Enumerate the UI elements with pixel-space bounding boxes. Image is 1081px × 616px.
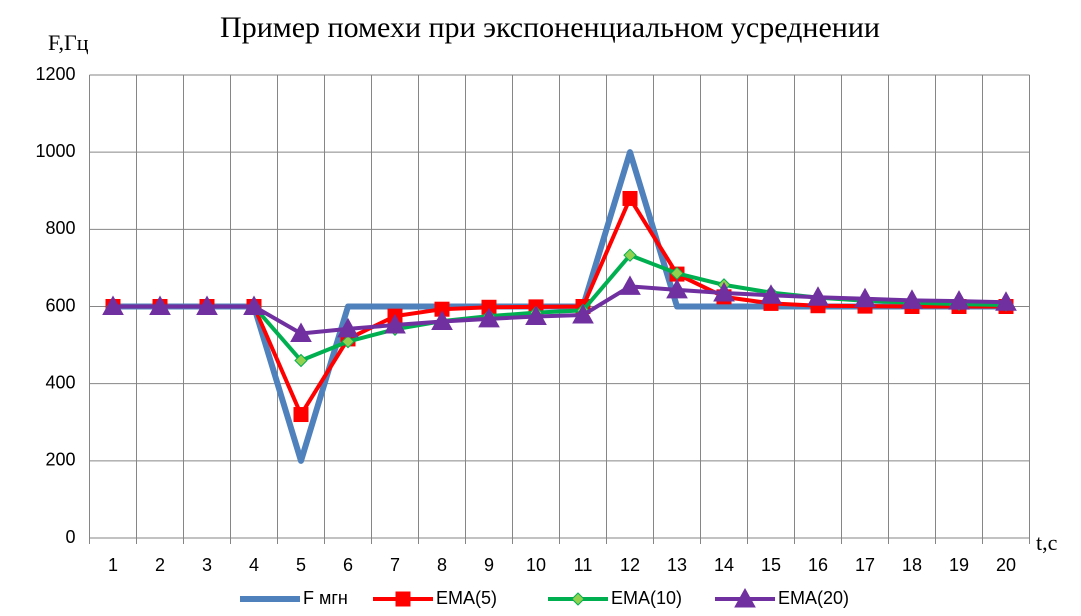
marker (196, 295, 218, 315)
y-axis-label: F,Гц (48, 30, 89, 55)
marker (149, 295, 171, 315)
x-tick-label: 16 (808, 555, 828, 575)
marker (948, 290, 970, 310)
marker (337, 317, 359, 338)
x-tick-label: 6 (343, 555, 353, 575)
x-tick-label: 7 (390, 555, 400, 575)
y-tick-label: 400 (45, 372, 75, 392)
marker (760, 284, 782, 304)
x-tick-label: 5 (296, 555, 306, 575)
marker (525, 305, 547, 326)
marker (102, 295, 124, 315)
x-tick-label: 19 (949, 555, 969, 575)
x-tick-label: 17 (855, 555, 875, 575)
y-tick-label: 800 (45, 218, 75, 238)
marker (901, 289, 923, 309)
x-tick-label: 1 (108, 555, 118, 575)
x-tick-label: 9 (484, 555, 494, 575)
marker (431, 310, 453, 331)
x-axis-label: t,c (1036, 530, 1058, 555)
marker (384, 313, 406, 334)
marker (572, 303, 594, 324)
x-tick-label: 20 (996, 555, 1016, 575)
marker (341, 334, 355, 349)
marker (290, 322, 312, 343)
marker (713, 281, 735, 302)
marker (478, 307, 500, 328)
x-tick-label: 4 (249, 555, 259, 575)
x-tick-label: 3 (202, 555, 212, 575)
marker (395, 591, 411, 607)
marker (243, 295, 265, 315)
x-tick-label: 2 (155, 555, 165, 575)
x-tick-label: 14 (714, 555, 734, 575)
legend-label: EMA(20) (778, 588, 849, 608)
y-tick-label: 600 (45, 295, 75, 315)
marker (854, 287, 876, 308)
marker (293, 407, 309, 423)
legend-label: EMA(10) (611, 588, 682, 608)
x-tick-label: 18 (902, 555, 922, 575)
marker (666, 278, 688, 299)
x-tick-label: 12 (620, 555, 640, 575)
marker (622, 190, 638, 206)
marker (571, 592, 585, 606)
marker (623, 248, 637, 262)
marker (619, 275, 641, 295)
x-tick-label: 11 (574, 555, 593, 575)
x-tick-label: 8 (437, 555, 447, 575)
y-tick-label: 1200 (35, 64, 75, 84)
x-tick-label: 13 (667, 555, 687, 575)
x-tick-label: 15 (761, 555, 781, 575)
x-tick-label: 10 (526, 555, 546, 575)
marker (995, 291, 1017, 311)
y-tick-label: 200 (45, 450, 75, 470)
marker (734, 587, 756, 608)
y-tick-label: 0 (65, 527, 75, 547)
marker (807, 286, 829, 306)
legend-label: F мгн (303, 588, 348, 608)
y-tick-label: 1000 (35, 141, 75, 161)
chart-title: Пример помехи при экспоненциальном усред… (220, 11, 880, 44)
marker (294, 353, 308, 368)
legend-label: EMA(5) (436, 588, 497, 608)
